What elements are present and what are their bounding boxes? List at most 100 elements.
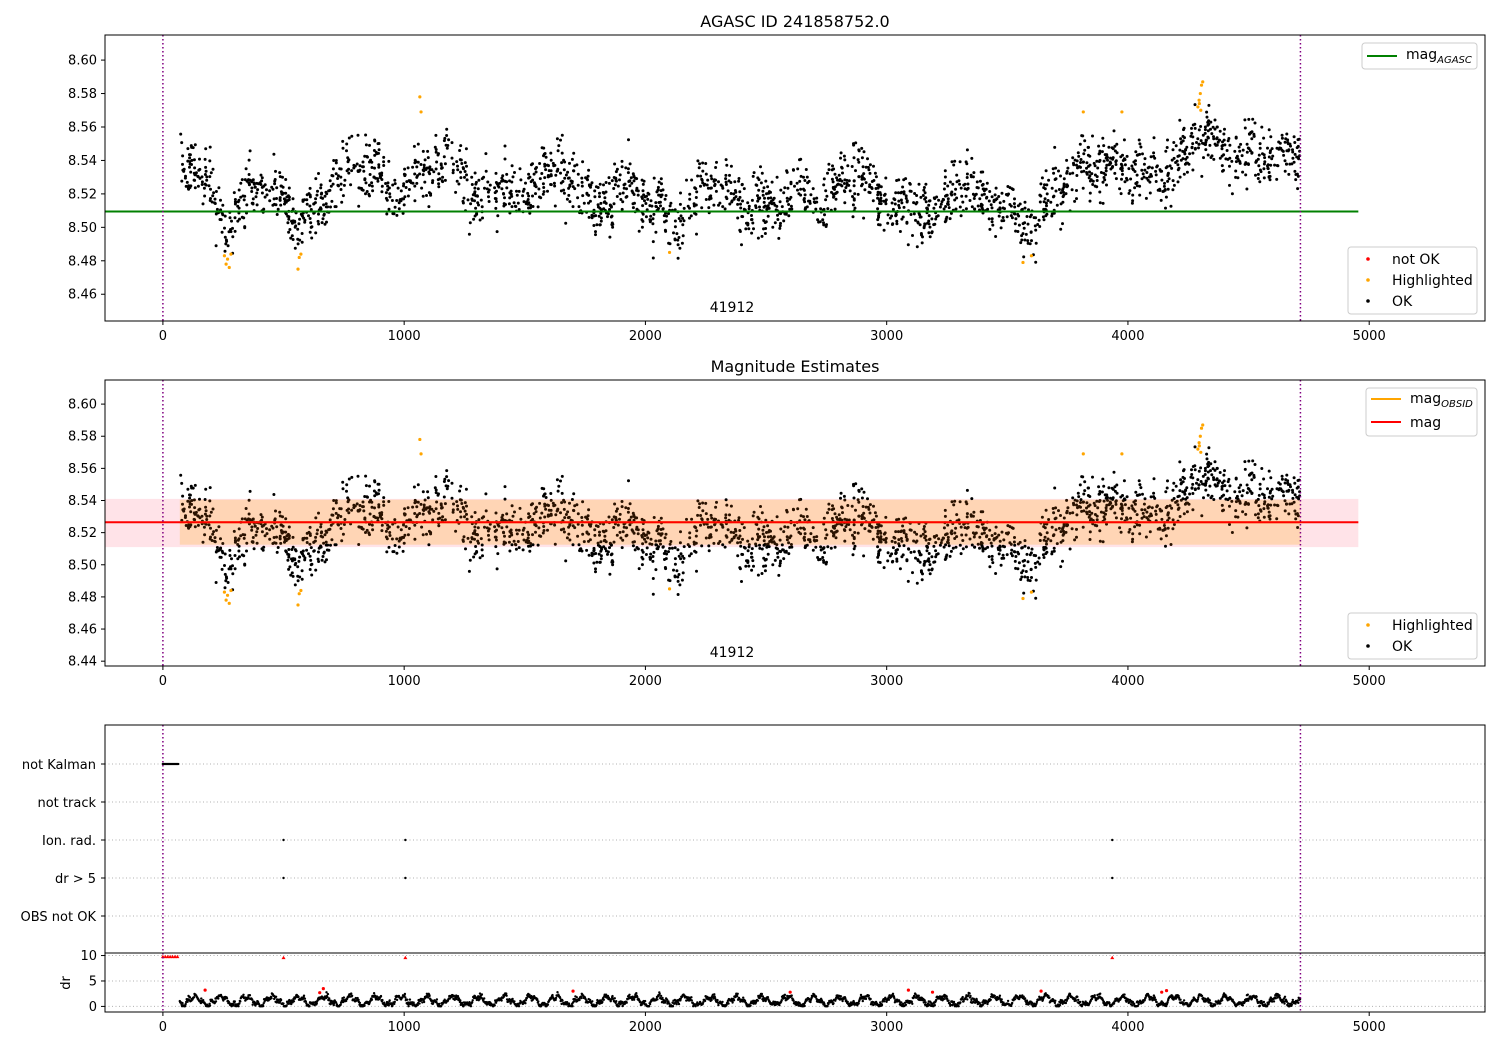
ok-point <box>679 214 683 218</box>
ok-point <box>692 540 696 544</box>
ok-point <box>1241 170 1245 174</box>
ok-point <box>712 203 716 207</box>
ok-point <box>922 525 926 528</box>
ok-point <box>317 172 320 175</box>
ok-point <box>380 171 384 175</box>
ok-point <box>493 197 497 200</box>
ok-point <box>554 173 558 177</box>
ok-point <box>1070 527 1074 531</box>
ok-point <box>934 217 938 221</box>
ok-point <box>585 191 589 195</box>
ok-point <box>676 238 680 242</box>
ok-point <box>1073 538 1077 542</box>
ok-point <box>673 208 677 212</box>
ok-point <box>207 184 211 188</box>
ok-point <box>851 553 855 557</box>
ok-point <box>519 517 523 521</box>
ok-point <box>1278 141 1282 145</box>
ok-point <box>568 161 571 165</box>
ok-point <box>1291 156 1295 160</box>
ok-point <box>900 201 904 205</box>
ok-point <box>847 518 851 522</box>
ok-point <box>1061 526 1065 530</box>
ok-point <box>661 207 665 211</box>
ok-point <box>695 569 698 573</box>
ok-point <box>510 205 514 209</box>
ok-point <box>1112 470 1116 474</box>
ok-point <box>370 160 374 164</box>
ok-point <box>260 191 264 195</box>
ok-point <box>632 515 636 518</box>
ok-point <box>564 173 568 177</box>
ok-point <box>673 546 677 550</box>
ok-point <box>688 531 692 535</box>
ok-point <box>202 525 206 529</box>
ok-point <box>368 484 371 488</box>
ok-point <box>704 501 708 505</box>
ok-point <box>891 546 895 550</box>
ok-point <box>488 522 492 526</box>
ok-point <box>710 177 714 181</box>
ok-point <box>385 537 389 541</box>
ok-point <box>1271 154 1275 158</box>
legend-mag-label: mag <box>1410 415 1441 431</box>
ok-point <box>1182 126 1186 130</box>
ok-point <box>778 224 782 228</box>
ok-point <box>704 172 708 176</box>
ok-point <box>587 168 591 172</box>
ok-point <box>1205 457 1209 461</box>
ok-point <box>1013 212 1017 216</box>
ok-point <box>1289 485 1292 489</box>
ok-point <box>866 157 869 161</box>
ok-point <box>1280 477 1284 481</box>
highlighted-point <box>418 437 422 442</box>
ok-point <box>668 579 672 583</box>
ok-point <box>284 178 288 181</box>
ok-point <box>1013 197 1016 201</box>
ok-point <box>769 196 773 200</box>
ok-point <box>640 535 644 539</box>
y-tick-label: 8.46 <box>68 288 97 303</box>
ok-point <box>393 182 397 186</box>
ok-point <box>932 560 936 564</box>
ok-point <box>760 511 764 515</box>
ok-point <box>472 217 476 221</box>
ok-point <box>784 212 788 216</box>
ok-point <box>357 204 361 208</box>
ok-point <box>1283 140 1287 144</box>
ok-point <box>1017 561 1021 565</box>
ok-point <box>715 500 718 504</box>
ok-point <box>272 493 276 496</box>
ok-point <box>413 199 417 203</box>
ok-point <box>233 229 237 233</box>
ok-point <box>537 526 541 530</box>
ok-point <box>513 171 516 174</box>
ok-point <box>319 525 323 529</box>
ok-point <box>1141 152 1144 156</box>
ok-point <box>1005 553 1009 557</box>
ok-point <box>851 533 854 537</box>
ok-point <box>363 495 367 498</box>
ok-point <box>1233 149 1237 153</box>
ok-point <box>645 533 648 537</box>
ok-point <box>616 184 620 188</box>
ok-point <box>1050 186 1054 190</box>
ok-point <box>1291 148 1294 152</box>
ok-point <box>803 538 807 542</box>
ok-point <box>1257 504 1261 508</box>
x-tick-label: 4000 <box>1111 329 1144 344</box>
ok-point <box>1059 191 1063 195</box>
ok-point <box>607 176 611 180</box>
ok-point <box>1062 177 1066 181</box>
ok-point <box>347 507 351 511</box>
ok-point <box>1105 493 1109 497</box>
ok-point <box>278 510 282 514</box>
ok-point <box>955 535 959 539</box>
ok-point <box>707 536 711 540</box>
ok-point <box>233 216 237 220</box>
ok-point <box>1008 186 1012 190</box>
ok-point <box>355 162 359 166</box>
ok-point <box>1142 515 1146 519</box>
ok-point <box>1007 192 1010 196</box>
ok-point <box>922 186 926 189</box>
